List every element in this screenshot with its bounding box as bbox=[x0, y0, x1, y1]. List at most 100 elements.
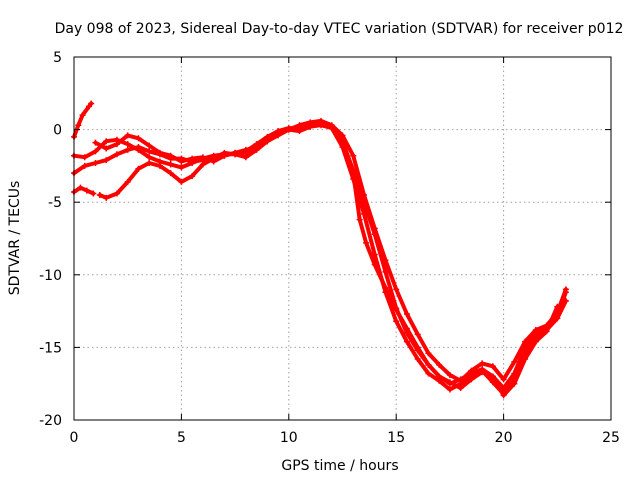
data-point bbox=[457, 385, 464, 392]
series-trace bbox=[72, 185, 96, 196]
x-tick-label: 10 bbox=[280, 430, 298, 446]
data-point bbox=[199, 154, 206, 161]
series-track-b bbox=[71, 184, 97, 197]
data-point bbox=[79, 112, 86, 119]
data-point bbox=[360, 191, 367, 198]
data-point bbox=[167, 170, 174, 177]
data-point bbox=[264, 138, 271, 145]
data-point bbox=[382, 268, 389, 275]
data-point bbox=[146, 148, 153, 155]
data-point bbox=[414, 356, 421, 363]
data-point bbox=[356, 216, 363, 223]
data-point bbox=[554, 315, 561, 322]
data-point bbox=[307, 123, 314, 130]
data-point bbox=[103, 194, 110, 201]
x-tick-label: 20 bbox=[495, 430, 513, 446]
data-point bbox=[393, 306, 400, 313]
data-point bbox=[457, 377, 464, 384]
data-point bbox=[425, 361, 432, 368]
data-point bbox=[479, 369, 486, 376]
data-series bbox=[71, 100, 569, 399]
data-point bbox=[500, 392, 507, 399]
y-tick-label: 0 bbox=[53, 123, 62, 139]
y-axis-label: SDTVAR / TECUs bbox=[7, 181, 23, 296]
data-point bbox=[328, 125, 335, 132]
y-tick-label: -15 bbox=[39, 340, 62, 356]
data-point bbox=[350, 170, 357, 177]
data-point bbox=[253, 144, 260, 151]
data-point bbox=[393, 318, 400, 325]
data-point bbox=[446, 386, 453, 393]
data-point bbox=[242, 154, 249, 161]
data-point bbox=[103, 157, 110, 164]
data-point bbox=[425, 370, 432, 377]
data-point bbox=[318, 120, 325, 127]
data-point bbox=[113, 141, 120, 148]
axis-ticks: 0 5 10 15 20 25 -20 -15 -10 -5 0 5 bbox=[39, 50, 620, 446]
data-point bbox=[468, 376, 475, 383]
data-point bbox=[446, 379, 453, 386]
data-point bbox=[124, 178, 131, 185]
data-point bbox=[543, 328, 550, 335]
data-point bbox=[81, 162, 88, 169]
data-point bbox=[189, 173, 196, 180]
data-point bbox=[522, 338, 529, 345]
data-point bbox=[178, 164, 185, 171]
data-point bbox=[296, 128, 303, 135]
data-point bbox=[522, 356, 529, 363]
data-point bbox=[500, 376, 507, 383]
data-point bbox=[113, 151, 120, 158]
x-tick-label: 25 bbox=[602, 430, 620, 446]
data-point bbox=[77, 184, 84, 191]
data-point bbox=[479, 360, 486, 367]
data-point bbox=[146, 142, 153, 149]
data-point bbox=[511, 358, 518, 365]
data-point bbox=[403, 325, 410, 332]
data-point bbox=[210, 158, 217, 165]
data-point bbox=[562, 286, 569, 293]
y-tick-label: -20 bbox=[39, 413, 62, 429]
data-point bbox=[414, 344, 421, 351]
data-point bbox=[90, 190, 97, 197]
data-point bbox=[156, 149, 163, 156]
data-point bbox=[468, 367, 475, 374]
data-point bbox=[446, 371, 453, 378]
data-point bbox=[113, 190, 120, 197]
data-point bbox=[436, 373, 443, 380]
data-point bbox=[92, 148, 99, 155]
data-point bbox=[103, 138, 110, 145]
data-point bbox=[489, 363, 496, 370]
data-point bbox=[350, 152, 357, 159]
data-point bbox=[242, 146, 249, 153]
data-point bbox=[92, 139, 99, 146]
data-point bbox=[285, 126, 292, 133]
data-point bbox=[436, 361, 443, 368]
data-point bbox=[156, 162, 163, 169]
data-point bbox=[403, 338, 410, 345]
grid-lines bbox=[74, 57, 611, 420]
data-point bbox=[532, 338, 539, 345]
data-point bbox=[96, 191, 103, 198]
data-point bbox=[167, 152, 174, 159]
data-point bbox=[532, 326, 539, 333]
data-point bbox=[199, 161, 206, 168]
data-point bbox=[382, 257, 389, 264]
data-point bbox=[363, 239, 370, 246]
data-point bbox=[135, 135, 142, 142]
data-point bbox=[221, 152, 228, 159]
data-point bbox=[554, 303, 561, 310]
data-point bbox=[146, 159, 153, 166]
series-track-c bbox=[71, 119, 569, 392]
data-point bbox=[124, 132, 131, 139]
data-point bbox=[124, 141, 131, 148]
data-point bbox=[135, 165, 142, 172]
data-point bbox=[88, 100, 95, 107]
data-point bbox=[189, 155, 196, 162]
data-point bbox=[489, 373, 496, 380]
data-point bbox=[146, 154, 153, 161]
data-point bbox=[403, 311, 410, 318]
data-point bbox=[178, 158, 185, 165]
y-tick-label: 5 bbox=[53, 50, 62, 66]
data-point bbox=[135, 146, 142, 153]
